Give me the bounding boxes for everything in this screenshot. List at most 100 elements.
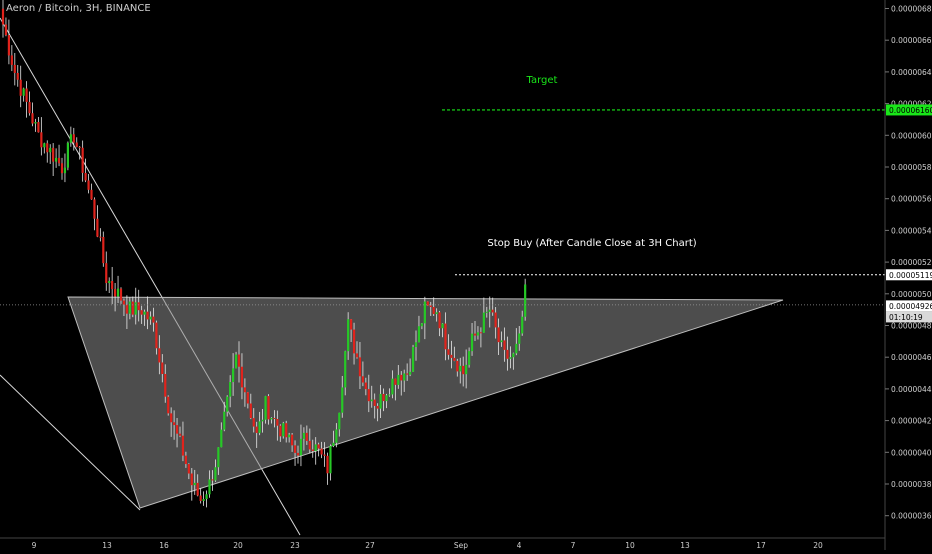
candle-body bbox=[308, 440, 311, 450]
candle-body bbox=[146, 311, 149, 320]
candle-body bbox=[229, 382, 232, 397]
candle-body bbox=[291, 434, 294, 446]
candle-body bbox=[347, 319, 350, 352]
candle-body bbox=[344, 351, 347, 388]
candle-body bbox=[240, 366, 244, 388]
candle-body bbox=[379, 393, 382, 409]
candle-body bbox=[167, 396, 170, 414]
candle-body bbox=[456, 360, 459, 372]
price-tick-label: 0.00000520 bbox=[891, 258, 932, 267]
candle-body bbox=[234, 354, 238, 369]
candle-body bbox=[267, 396, 270, 420]
candle-body bbox=[364, 382, 367, 390]
price-tick-label: 0.00000360 bbox=[891, 512, 932, 521]
candle-body bbox=[521, 316, 524, 334]
candle-body bbox=[270, 417, 273, 420]
candle-body bbox=[391, 378, 394, 395]
candle-body bbox=[273, 417, 276, 419]
candle-body bbox=[411, 347, 415, 372]
candle-body bbox=[249, 403, 252, 419]
time-tick-label: 9 bbox=[32, 541, 37, 550]
price-tick-label: 0.00000500 bbox=[891, 290, 932, 299]
candle-body bbox=[55, 157, 58, 162]
target-price-label-box bbox=[886, 104, 932, 116]
candle-body bbox=[441, 323, 444, 329]
candle-body bbox=[417, 326, 421, 343]
candle-body bbox=[459, 365, 462, 372]
candle-body bbox=[453, 357, 456, 361]
candle-body bbox=[314, 444, 317, 451]
candle-body bbox=[524, 284, 527, 317]
candle-body bbox=[143, 311, 146, 315]
price-tick-label: 0.00000480 bbox=[891, 322, 932, 331]
ascending-triangle bbox=[67, 296, 784, 509]
candle-body bbox=[246, 392, 249, 404]
candle-body bbox=[75, 142, 78, 147]
candle-body bbox=[46, 143, 49, 153]
candle-body bbox=[208, 479, 211, 495]
candle-body bbox=[420, 323, 423, 327]
candle-body bbox=[111, 281, 114, 290]
candle-body bbox=[282, 423, 285, 437]
time-tick-label: 20 bbox=[813, 541, 823, 550]
candle-body bbox=[299, 438, 303, 456]
last-price-label-box bbox=[886, 300, 932, 312]
candle-body bbox=[476, 332, 480, 336]
candle-body bbox=[170, 413, 173, 423]
candle-body bbox=[4, 24, 8, 36]
candle-body bbox=[468, 351, 471, 365]
candle-body bbox=[202, 499, 205, 502]
candle-body bbox=[355, 353, 359, 358]
candle-body bbox=[426, 301, 429, 306]
candle-body bbox=[255, 426, 258, 433]
candle-body bbox=[435, 312, 438, 315]
candle-body bbox=[485, 311, 488, 313]
candle-body bbox=[335, 429, 338, 443]
candle-body bbox=[317, 444, 320, 449]
candle-body bbox=[506, 349, 509, 359]
candle-body bbox=[99, 236, 102, 238]
target-annotation: Target bbox=[526, 75, 558, 86]
candle-body bbox=[60, 163, 64, 174]
candle-body bbox=[196, 482, 199, 496]
candle-body bbox=[491, 309, 494, 313]
candle-body bbox=[438, 312, 441, 329]
candle-body bbox=[432, 307, 435, 315]
candle-body bbox=[137, 302, 140, 311]
candle-body bbox=[503, 340, 506, 350]
candle-body bbox=[403, 373, 406, 381]
candle-body bbox=[450, 354, 453, 358]
candle-body bbox=[105, 263, 108, 284]
price-tick-label: 0.00000440 bbox=[891, 385, 932, 394]
candle-body bbox=[178, 433, 182, 436]
candle-body bbox=[397, 374, 400, 385]
candle-body bbox=[187, 464, 190, 474]
candle-body bbox=[279, 425, 282, 437]
candle-body bbox=[243, 387, 246, 393]
candle-body bbox=[34, 122, 37, 124]
candle-body bbox=[338, 412, 341, 430]
candle-body bbox=[57, 157, 61, 164]
candle-body bbox=[134, 302, 137, 315]
candle-body bbox=[87, 180, 90, 190]
candle-body bbox=[302, 432, 305, 439]
candle-body bbox=[311, 449, 314, 451]
candle-body bbox=[264, 396, 267, 420]
candle-body bbox=[509, 357, 512, 359]
lower-trendline bbox=[0, 374, 141, 511]
stop-buy-price-label: 0.00005119 bbox=[889, 271, 932, 280]
candle-body bbox=[518, 333, 521, 344]
candle-body bbox=[43, 143, 46, 148]
time-tick-label: 13 bbox=[680, 541, 690, 550]
candle-body bbox=[10, 55, 13, 65]
time-tick-label: Sep bbox=[454, 541, 468, 550]
candle-body bbox=[155, 322, 158, 349]
candle-body bbox=[125, 304, 128, 314]
price-tick-label: 0.00000460 bbox=[891, 353, 932, 362]
stop-buy-annotation: Stop Buy (After Candle Close at 3H Chart… bbox=[487, 238, 696, 249]
candle-body bbox=[81, 147, 84, 173]
candle-body bbox=[361, 376, 364, 383]
time-axis: 9 13 16 20 23 27 Sep 4 7 10 13 17 20 bbox=[0, 537, 885, 550]
